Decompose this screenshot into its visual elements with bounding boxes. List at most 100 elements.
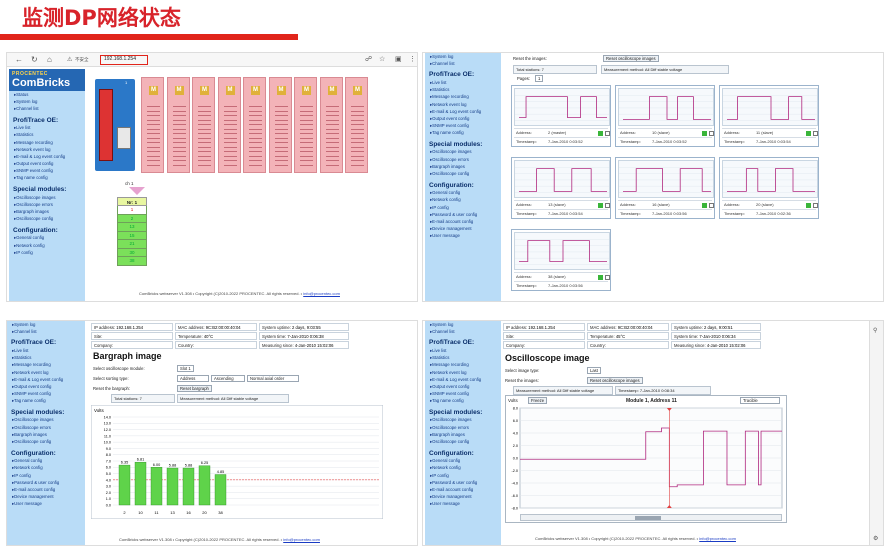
sidebar-item[interactable]: SNMP event config [9,168,85,175]
oscilloscope-card[interactable]: Address: 20 (slave) Timestamp: 7-Jan-2010 0… [719,157,819,219]
cursor-marker-icon[interactable] [666,505,672,508]
sidebar-item[interactable]: Password & user config [425,211,501,218]
sidebar-item[interactable]: General config [425,190,501,197]
sidebar-item[interactable]: Output event config [9,161,85,168]
oscilloscope-card[interactable]: Address: 11 (slave) Timestamp: 7-Jan-2010 0… [719,85,819,147]
rack-module[interactable]: M [192,77,215,173]
select-checkbox[interactable] [605,130,610,136]
bar[interactable] [166,467,179,506]
rack-module[interactable]: M [166,77,190,173]
sidebar-item[interactable]: Bargraph images [7,431,85,438]
reset-oscilloscope-button[interactable]: Reset oscilloscope images [587,377,643,384]
bar[interactable] [134,461,147,506]
sidebar-item[interactable]: E-mail & Log event config [9,153,85,160]
footer-email-link[interactable]: info@procentec.com [303,291,340,296]
sidebar-item[interactable]: Network event log [425,101,501,108]
sidebar-item[interactable]: Bargraph images [425,163,501,170]
sidebar-item[interactable]: Statistics [9,132,85,139]
address-bar[interactable]: 192.168.1.254 [100,55,148,65]
sidebar-item[interactable]: Output event config [7,383,85,390]
sidebar-item[interactable]: System log [7,321,85,328]
sidebar-item[interactable]: Output event config [425,115,501,122]
sidebar-item[interactable]: Oscilloscope images [9,194,85,201]
sidebar-item[interactable]: Network event log [9,146,85,153]
sidebar-item[interactable]: E-mail & Log event config [7,376,85,383]
slave-cell[interactable]: 21 [117,240,147,249]
sidebar-item[interactable]: IP config [425,204,501,211]
sidebar-item[interactable]: User message [425,501,501,508]
oscilloscope-card[interactable]: Address: 38 (slave) Timestamp: 7-Jan-2010 0… [511,229,611,291]
extensions-icon[interactable]: ▣ [395,56,402,63]
slave-cell[interactable]: 13 [117,223,147,232]
sidebar-item[interactable]: Network event log [7,369,85,376]
oscilloscope-card[interactable]: Address: 10 (slave) Timestamp: 7-Jan-2010 0… [615,85,715,147]
sidebar-item[interactable]: System log [425,321,501,328]
sidebar-item[interactable]: Live list [425,79,501,86]
sidebar-item[interactable]: Message recording [7,362,85,369]
sidebar-item[interactable]: Statistics [7,355,85,362]
sidebar-item[interactable]: Oscilloscope config [7,438,85,445]
sidebar-item[interactable]: Message recording [425,94,501,101]
select-checkbox[interactable] [709,202,714,208]
sidebar-item[interactable]: Device management [7,494,85,501]
sidebar-item[interactable]: System log [9,98,85,105]
oscilloscope-card[interactable]: Address: 2 (master) Timestamp: 7-Jan-2010 0… [511,85,611,147]
sidebar-item[interactable]: Network config [425,465,501,472]
image-type-select[interactable]: Last [587,367,601,374]
footer-email-link[interactable]: info@procentec.com [283,537,320,542]
sidebar-item[interactable]: User message [425,233,501,240]
slave-cell[interactable]: 38 [117,257,147,266]
rack-module[interactable]: M [141,77,164,173]
sidebar-item[interactable]: Network config [9,242,85,249]
sidebar-item[interactable]: General config [425,458,501,465]
slave-cell[interactable]: 1 [117,206,147,215]
sidebar-item[interactable]: Oscilloscope config [425,438,501,445]
sidebar-item[interactable]: General config [7,458,85,465]
sidebar-item[interactable]: User message [7,501,85,508]
sidebar-item[interactable]: E-mail account config [425,218,501,225]
sidebar-item[interactable]: Network event log [425,369,501,376]
sidebar-item[interactable]: E-mail account config [7,486,85,493]
order-select[interactable]: Ascending [211,375,245,382]
sidebar-item[interactable]: Oscilloscope errors [9,201,85,208]
reset-bargraph-button[interactable]: Reset bargraph [177,385,212,392]
settings-icon[interactable]: ⚙ [873,536,879,542]
oscilloscope-card[interactable]: Address: 16 (slave) Timestamp: 7-Jan-2010 0… [615,157,715,219]
sidebar-item[interactable]: Channel list [7,328,85,335]
sidebar-item[interactable]: Channel list [425,60,501,67]
star-icon[interactable]: ☆ [379,56,386,63]
sidebar-item[interactable]: Oscilloscope images [425,149,501,156]
sidebar-item[interactable]: Oscilloscope errors [7,424,85,431]
reset-oscilloscope-button[interactable]: Reset oscilloscope images [603,55,659,62]
sidebar-item[interactable]: E-mail & Log event config [425,108,501,115]
share-icon[interactable]: ☍ [365,56,373,63]
more-icon[interactable]: ⋮ [409,56,416,63]
sidebar-item[interactable]: SNMP event config [425,123,501,130]
select-checkbox[interactable] [813,130,818,136]
slave-cell[interactable]: 30 [117,248,147,257]
page-button[interactable]: 1 [535,75,544,82]
back-icon[interactable]: ← [15,55,23,64]
sidebar-item[interactable]: Tag name config [9,175,85,182]
rack-module[interactable]: M [294,77,317,173]
sidebar-item[interactable]: IP config [425,472,501,479]
rack-module[interactable]: M [243,77,266,173]
sidebar-item[interactable]: Live list [9,125,85,132]
sidebar-item[interactable]: E-mail & Log event config [425,376,501,383]
module-select[interactable]: Slot 1 [177,365,194,372]
sidebar-item[interactable]: Bargraph images [9,208,85,215]
sidebar-item[interactable]: System log [425,53,501,60]
search-icon[interactable]: ⚲ [873,328,878,334]
sidebar-item[interactable]: General config [9,235,85,242]
footer-email-link[interactable]: info@procentec.com [699,536,736,541]
oscilloscope-card[interactable]: Address: 13 (slave) Timestamp: 7-Jan-2010 0… [511,157,611,219]
sidebar-item[interactable]: Device management [425,494,501,501]
sidebar-item[interactable]: SNMP event config [7,391,85,398]
bar[interactable] [198,465,211,506]
sidebar-item[interactable]: Password & user config [425,479,501,486]
bar[interactable] [182,467,195,506]
sidebar-item[interactable]: Output event config [425,383,501,390]
sidebar-item[interactable]: Live list [425,347,501,354]
sidebar-item[interactable]: Oscilloscope errors [425,156,501,163]
sidebar-item[interactable]: Device management [425,226,501,233]
